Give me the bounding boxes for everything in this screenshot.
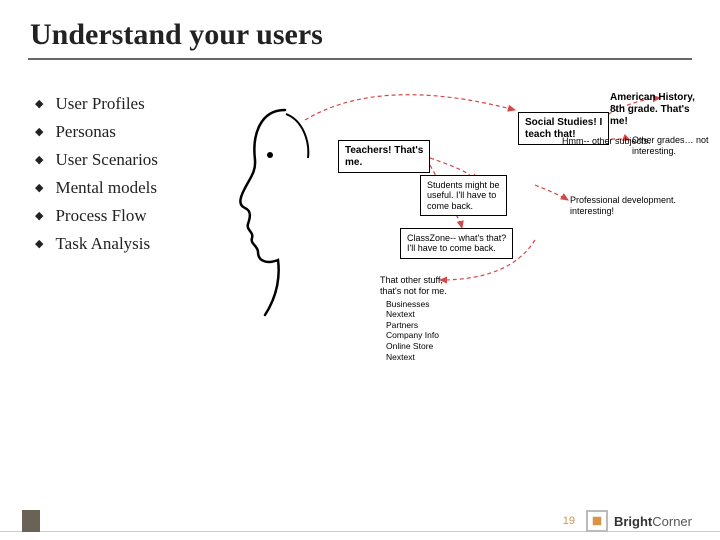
other-stuff-list: Businesses Nextext Partners Company Info… <box>380 299 447 363</box>
bullet-item: User Profiles <box>35 90 158 118</box>
footer: 19 BrightCorner <box>0 502 720 540</box>
bubble-students: Students might be useful. I'll have to c… <box>420 175 507 216</box>
bullet-item: Task Analysis <box>35 230 158 258</box>
bullet-label: Task Analysis <box>55 230 150 258</box>
bubble-teachers: Teachers! That's me. <box>338 140 430 173</box>
caption-other-grades: Other grades… not interesting. <box>632 135 710 157</box>
logo-text: BrightCorner <box>614 514 692 529</box>
slide-title: Understand your users <box>30 18 323 52</box>
title-underline <box>28 58 692 60</box>
logo-badge-icon <box>586 510 608 532</box>
other-stuff-header: That other stuff, that's not for me. <box>380 275 447 297</box>
page-number: 19 <box>563 515 575 527</box>
bullet-item: Personas <box>35 118 158 146</box>
bullet-item: Process Flow <box>35 202 158 230</box>
bullet-list: User Profiles Personas User Scenarios Me… <box>35 90 158 258</box>
brightcorner-logo: BrightCorner <box>586 510 692 532</box>
other-stuff-block: That other stuff, that's not for me. Bus… <box>380 275 447 362</box>
bullet-label: User Scenarios <box>55 146 157 174</box>
bullet-item: Mental models <box>35 174 158 202</box>
other-stuff-item: Nextext <box>380 309 447 320</box>
bubble-text: ClassZone-- what's that? I'll have to co… <box>400 228 513 259</box>
bubble-classzone: ClassZone-- what's that? I'll have to co… <box>400 228 513 259</box>
bullet-label: Process Flow <box>55 202 146 230</box>
footer-accent <box>22 510 40 532</box>
bullet-label: Mental models <box>55 174 157 202</box>
bullet-item: User Scenarios <box>35 146 158 174</box>
other-stuff-item: Online Store <box>380 341 447 352</box>
caption-american-history: American History, 8th grade. That's me! <box>610 92 710 128</box>
other-stuff-item: Nextext <box>380 352 447 363</box>
other-stuff-item: Businesses <box>380 299 447 310</box>
face-profile-icon <box>230 100 330 320</box>
other-stuff-item: Partners <box>380 320 447 331</box>
bullet-label: Personas <box>55 118 115 146</box>
bubble-text: Students might be useful. I'll have to c… <box>420 175 507 216</box>
mental-model-diagram: Teachers! That's me. Social Studies! I t… <box>230 80 710 440</box>
caption-professional-dev: Professional development. interesting! <box>570 195 710 217</box>
bubble-text: Teachers! That's me. <box>338 140 430 173</box>
other-stuff-item: Company Info <box>380 330 447 341</box>
bullet-label: User Profiles <box>55 90 144 118</box>
